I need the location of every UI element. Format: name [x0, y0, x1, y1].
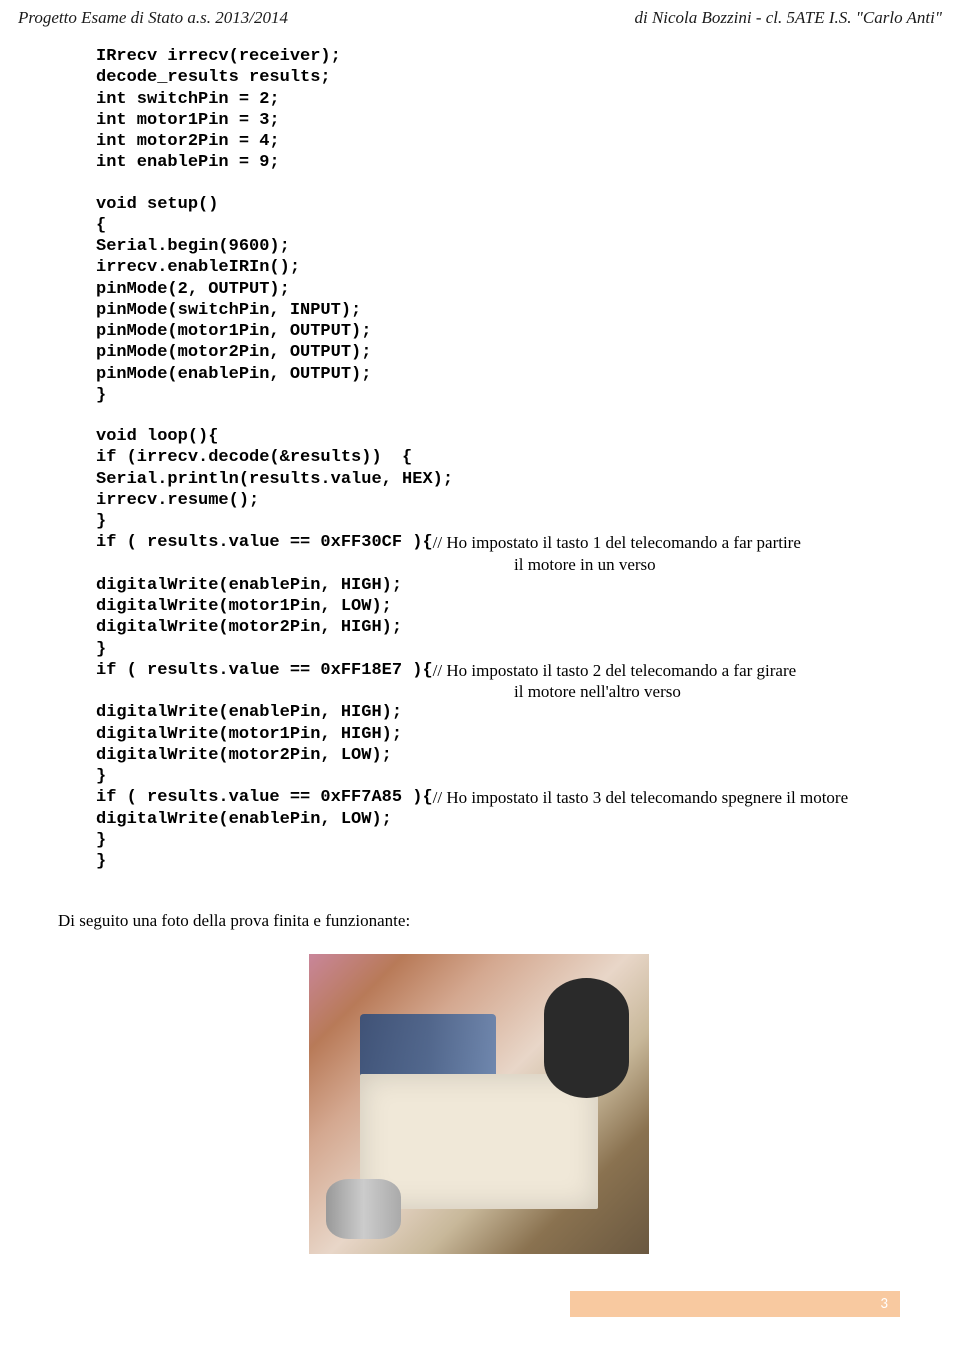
- code-if-2: if ( results.value == 0xFF18E7 ){ // Ho …: [96, 660, 900, 681]
- photo-motor-icon: [326, 1179, 401, 1239]
- header-left: Progetto Esame di Stato a.s. 2013/2014: [18, 8, 288, 28]
- code-block-loop-start: void loop(){ if (irrecv.decode(&results)…: [96, 426, 900, 532]
- code-block-6: digitalWrite(enablePin, LOW); } }: [96, 809, 900, 873]
- closing-text: Di seguito una foto della prova finita e…: [58, 910, 900, 931]
- photo-arduino-prototype: [309, 954, 649, 1254]
- code-if-1-comment-2: il motore in un verso: [96, 554, 900, 575]
- code-block-declarations: IRrecv irrecv(receiver); decode_results …: [96, 46, 900, 174]
- photo-container: [58, 954, 900, 1259]
- code-if-3-code: if ( results.value == 0xFF7A85 ){: [96, 787, 433, 808]
- code-block-5: digitalWrite(enablePin, HIGH); digitalWr…: [96, 702, 900, 787]
- code-if-3: if ( results.value == 0xFF7A85 ){ // Ho …: [96, 787, 900, 808]
- code-if-1-code: if ( results.value == 0xFF30CF ){: [96, 532, 433, 553]
- page-footer: 3: [570, 1291, 900, 1317]
- code-if-1-comment: // Ho impostato il tasto 1 del telecoman…: [433, 532, 801, 553]
- code-block-4: digitalWrite(enablePin, HIGH); digitalWr…: [96, 575, 900, 660]
- header-right: di Nicola Bozzini - cl. 5ATE I.S. "Carlo…: [634, 8, 942, 28]
- code-if-1: if ( results.value == 0xFF30CF ){ // Ho …: [96, 532, 900, 553]
- code-if-2-comment: // Ho impostato il tasto 2 del telecoman…: [433, 660, 797, 681]
- code-if-2-code: if ( results.value == 0xFF18E7 ){: [96, 660, 433, 681]
- code-if-2-comment-2: il motore nell'altro verso: [96, 681, 900, 702]
- page-header: Progetto Esame di Stato a.s. 2013/2014 d…: [0, 0, 960, 34]
- photo-remote-icon: [544, 978, 629, 1098]
- code-if-3-comment: // Ho impostato il tasto 3 del telecoman…: [433, 787, 848, 808]
- page-number: 3: [880, 1295, 888, 1313]
- code-block-setup: void setup() { Serial.begin(9600); irrec…: [96, 194, 900, 407]
- page-content: IRrecv irrecv(receiver); decode_results …: [0, 34, 960, 1259]
